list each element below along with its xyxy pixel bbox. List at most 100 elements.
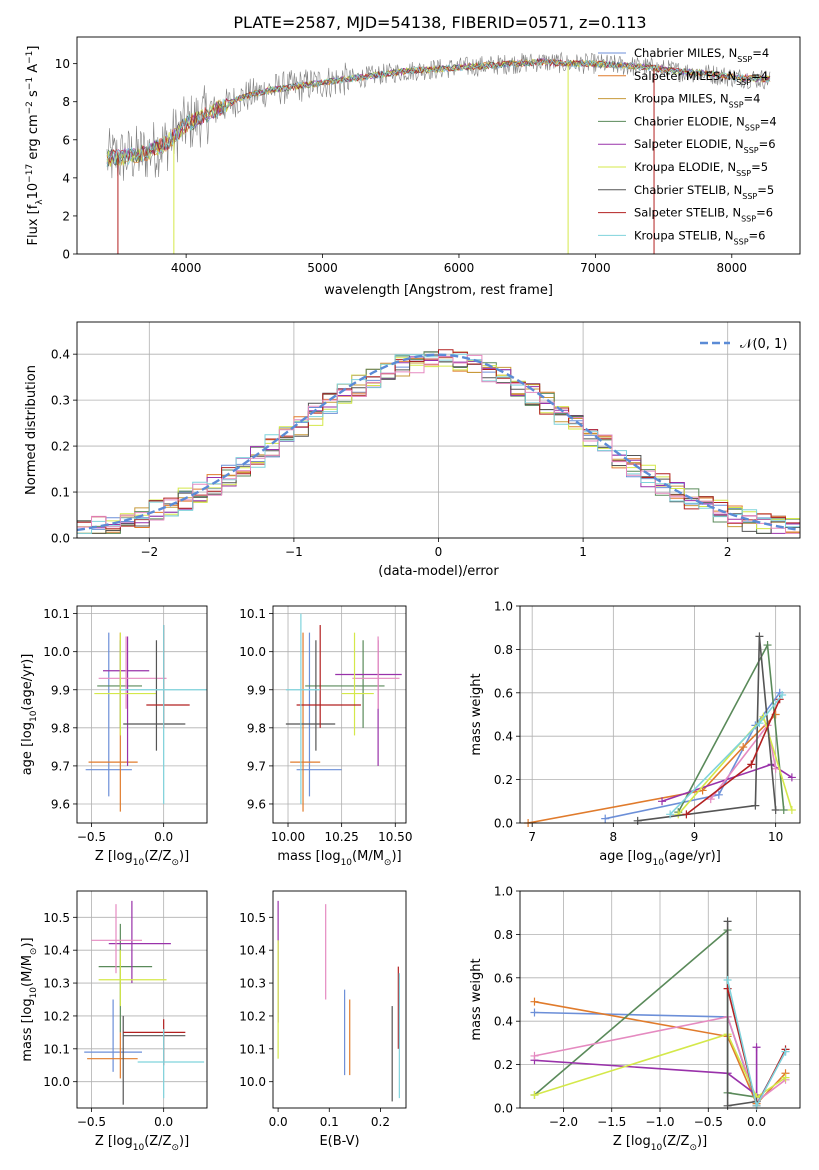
y-tick-label: 1.0 [494, 600, 513, 614]
weight-point-marker [674, 810, 683, 819]
y-axis-label: age [log10(age/yr)] [20, 654, 39, 776]
label-part: )] [697, 1134, 707, 1149]
label-part: age [log [599, 849, 652, 864]
weight-point-marker [723, 917, 732, 926]
x-tick-label: 4000 [171, 261, 202, 275]
x-tick-label: −2.0 [549, 1115, 578, 1129]
weight-point-marker [666, 810, 675, 819]
label-part: ⊙ [171, 1143, 179, 1153]
x-tick-label: 10.00 [271, 830, 305, 844]
weight-point-marker [747, 760, 756, 769]
legend-label-tail: =4 [760, 114, 777, 128]
y-axis-label: Normed distribution [24, 365, 39, 495]
weight-point-marker [755, 719, 764, 728]
x-tick-label: 10 [768, 830, 783, 844]
label-part: −2 [25, 101, 35, 114]
weight-series-line [637, 636, 777, 822]
panel-z-mass: −0.5 0.010.010.110.210.310.410.5Z [log10(… [20, 890, 208, 1153]
y-tick-label: 10.4 [43, 944, 70, 958]
x-tick-label: 10.25 [324, 830, 358, 844]
weight-point-marker [714, 790, 723, 799]
y-tick-label: 10 [55, 57, 70, 71]
legend-label-tail: =4 [744, 92, 761, 106]
y-tick-label: 0.0 [51, 532, 70, 546]
x-axis-label: E(B-V) [319, 1134, 359, 1149]
label-part: mass [log [20, 998, 35, 1061]
x-tick-label: 2 [724, 545, 732, 559]
weight-series-line [527, 713, 777, 823]
observed-spectrum-line [106, 51, 771, 181]
weight-point-marker [658, 797, 667, 806]
label-part: Flux [f [26, 204, 41, 245]
weight-point-marker [775, 695, 784, 704]
y-tick-label: 0.2 [51, 440, 70, 454]
weight-point-marker [752, 1101, 761, 1110]
x-tick-label: 8000 [717, 261, 748, 275]
x-tick-label: −2 [140, 545, 158, 559]
y-tick-label: 10.2 [239, 1009, 266, 1023]
y-tick-label: 10.0 [43, 645, 70, 659]
legend-label-text: Chabrier MILES, N [634, 46, 737, 60]
axes-frame [272, 890, 407, 1109]
label-part: A [26, 64, 41, 77]
label-part: (Z/Z [144, 849, 171, 864]
label-part: (age/yr)] [20, 654, 35, 711]
weight-point-marker [530, 1008, 539, 1017]
x-tick-label: 5000 [307, 261, 338, 275]
y-tick-label: 0.1 [51, 486, 70, 500]
label-part: 10 [29, 710, 39, 722]
x-axis-label: Z [log10(Z/Z⊙)] [95, 1134, 189, 1153]
y-tick-label: 0.6 [494, 686, 513, 700]
y-axis-label: Flux [fλ10−17 erg cm−2 s−1 A−1] [25, 46, 45, 246]
legend-label: Salpeter MILES, NSSP=4 [634, 69, 768, 87]
weight-point-marker [771, 805, 780, 814]
x-tick-label: −0.5 [694, 1115, 723, 1129]
label-part: (age/yr)] [664, 849, 721, 864]
weight-point-marker [739, 743, 748, 752]
label-part: −1 [25, 77, 35, 90]
legend-label-tail: =4 [752, 46, 769, 60]
label-part: −17 [25, 164, 35, 183]
x-tick-label: 9 [691, 830, 699, 844]
legend-label: Kroupa STELIB, NSSP=6 [634, 228, 765, 246]
weight-point-marker [781, 1047, 790, 1056]
weight-point-marker [530, 1090, 539, 1099]
axes-frame [76, 321, 801, 539]
y-tick-label: 10.1 [43, 1042, 70, 1056]
label-part: −1 [25, 51, 35, 64]
x-tick-label: −0.5 [77, 1115, 106, 1129]
y-tick-label: 0.2 [494, 773, 513, 787]
weight-point-marker [530, 997, 539, 1006]
x-tick-label: 0.2 [371, 1115, 390, 1129]
x-tick-label: 0 [435, 545, 443, 559]
x-tick-label: 1 [579, 545, 587, 559]
weight-point-marker [752, 1043, 761, 1052]
label-part: erg cm [26, 114, 41, 163]
weight-series-line [534, 1033, 786, 1099]
y-tick-label: 10.1 [239, 607, 266, 621]
panel-mass-age: 10.00 10.25 10.50 9.6 9.7 9.8 9.9 10.0 10.1 mass … [239, 605, 412, 868]
legend-label: Kroupa ELODIE, NSSP=5 [634, 160, 768, 178]
x-axis-label: Z [log10(Z/Z⊙)] [613, 1134, 707, 1153]
legend-label: 𝒩(0, 1) [740, 337, 787, 352]
y-tick-label: 0.8 [494, 643, 513, 657]
legend-label-tail: =6 [749, 228, 766, 242]
x-tick-label: −1.5 [597, 1115, 626, 1129]
weight-series-line [534, 1000, 787, 1106]
x-tick-label: 0.1 [320, 1115, 339, 1129]
label-part: ⊙ [29, 948, 39, 956]
x-tick-label: 0.0 [747, 1115, 766, 1129]
y-tick-label: 0.2 [494, 1058, 513, 1072]
y-tick-label: 2 [62, 209, 70, 223]
y-tick-label: 10.1 [239, 1042, 266, 1056]
label-part: 10 [341, 858, 353, 868]
y-tick-label: 0 [62, 248, 70, 262]
x-tick-label: 7 [528, 830, 536, 844]
y-tick-label: 0.0 [494, 817, 513, 831]
y-tick-label: 10.0 [239, 645, 266, 659]
legend-label-sub: SSP [736, 169, 751, 178]
legend-label-text: Salpeter MILES, N [634, 69, 736, 83]
weight-point-marker [763, 641, 772, 650]
label-part: 10 [652, 858, 664, 868]
